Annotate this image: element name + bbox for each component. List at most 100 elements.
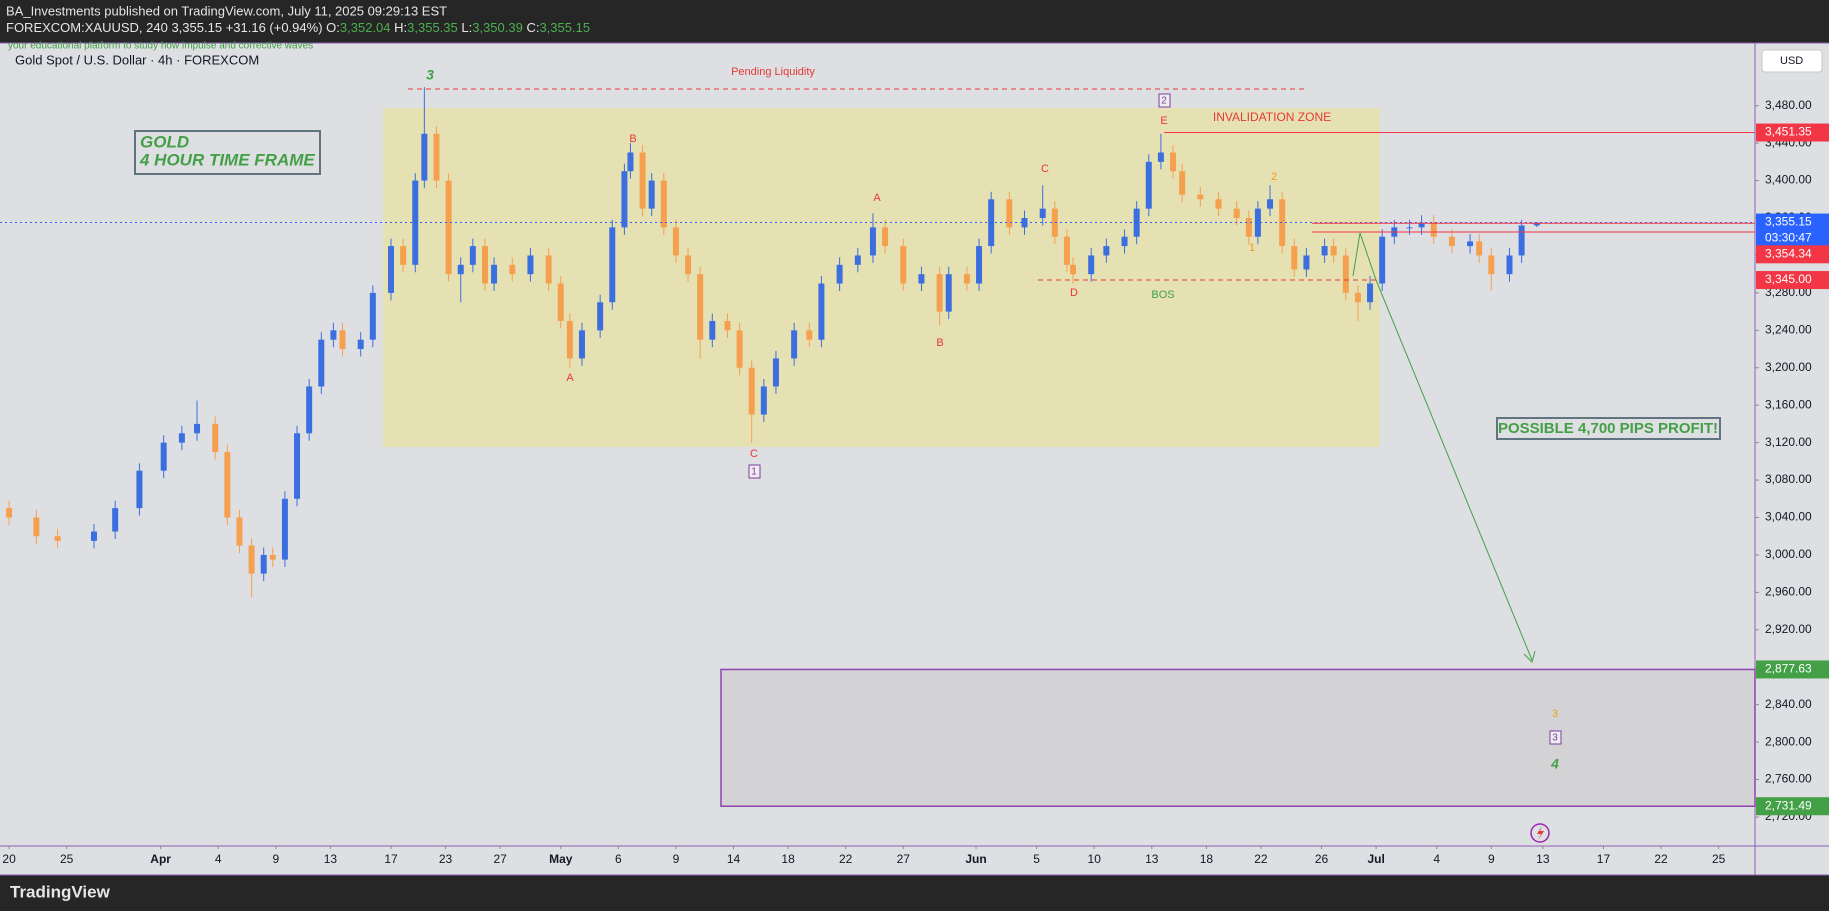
countdown: 03:30:47 bbox=[1765, 231, 1812, 245]
candle-body bbox=[1342, 255, 1349, 293]
x-tick-label: 22 bbox=[839, 852, 853, 866]
candle-body bbox=[306, 386, 313, 434]
wave-label: 2 bbox=[1161, 96, 1167, 107]
y-tick-label: 2,800.00 bbox=[1765, 734, 1812, 748]
alert-icon[interactable] bbox=[1530, 823, 1550, 843]
candle-body bbox=[1379, 236, 1386, 284]
candle-body bbox=[1051, 208, 1058, 237]
candle-body bbox=[194, 423, 201, 434]
x-tick-label: 23 bbox=[439, 852, 453, 866]
candle-body bbox=[6, 508, 13, 518]
currency-button[interactable] bbox=[1761, 49, 1823, 73]
candle-body bbox=[836, 264, 843, 284]
candle-body bbox=[697, 274, 704, 340]
candle-body bbox=[597, 302, 604, 331]
candle-body bbox=[112, 508, 119, 532]
candle-body bbox=[1039, 208, 1046, 219]
candle-body bbox=[1267, 199, 1274, 209]
x-tick-label: 18 bbox=[1200, 852, 1214, 866]
x-tick-label: 27 bbox=[493, 852, 507, 866]
brand: TradingView bbox=[10, 882, 111, 901]
candle-body bbox=[1506, 255, 1513, 275]
y-tick-label: 3,040.00 bbox=[1765, 510, 1812, 524]
candle-body bbox=[1354, 292, 1361, 303]
price-label: 3,354.34 bbox=[1765, 246, 1812, 260]
author-line: BA_Investments published on TradingView.… bbox=[6, 3, 447, 18]
candle-body bbox=[660, 180, 667, 228]
candle-body bbox=[269, 554, 276, 560]
candle-body bbox=[1279, 199, 1286, 247]
change: +31.16 (+0.94%) bbox=[226, 20, 323, 35]
candle-body bbox=[281, 498, 288, 560]
candle-body bbox=[1303, 255, 1310, 270]
price-label: 3,451.35 bbox=[1765, 125, 1812, 139]
candle-body bbox=[481, 246, 488, 284]
profit-label: POSSIBLE 4,700 PIPS PROFIT! bbox=[1498, 420, 1718, 437]
drawings: 3 Pending Liquidity 2 E INVALIDATION ZON… bbox=[134, 66, 1721, 843]
arrow-head bbox=[1523, 650, 1536, 663]
candle-body bbox=[1245, 218, 1252, 237]
candle-body bbox=[760, 386, 767, 415]
candle-body bbox=[936, 274, 943, 312]
y-tick-label: 2,840.00 bbox=[1765, 697, 1812, 711]
y-tick-label: 2,760.00 bbox=[1765, 772, 1812, 786]
wave-label: 3 bbox=[426, 67, 434, 83]
wedge bbox=[1352, 232, 1377, 281]
candle-body bbox=[318, 339, 325, 387]
price-axis: 2,720.002,760.002,800.002,840.002,880.00… bbox=[2, 98, 1829, 866]
y-tick-label: 3,200.00 bbox=[1765, 360, 1812, 374]
candle-body bbox=[648, 180, 655, 209]
candle-body bbox=[976, 246, 983, 284]
y-tick-label: 3,160.00 bbox=[1765, 397, 1812, 411]
candle-body bbox=[882, 227, 889, 247]
title-line: GOLD bbox=[140, 132, 189, 151]
wave-box bbox=[1549, 730, 1562, 745]
wave-label: 1 bbox=[1249, 242, 1255, 254]
candle-body bbox=[330, 330, 337, 340]
candle-body bbox=[369, 292, 376, 340]
candle-body bbox=[1533, 222, 1540, 226]
candle-body bbox=[54, 536, 61, 541]
wave-label: B bbox=[629, 133, 636, 145]
y-tick-label: 2,960.00 bbox=[1765, 585, 1812, 599]
candle-body bbox=[736, 330, 743, 368]
liquidity-label: Pending Liquidity bbox=[731, 66, 815, 78]
projection-arrow bbox=[1375, 279, 1533, 661]
price-label-box bbox=[1756, 213, 1829, 248]
candle-body bbox=[1518, 225, 1525, 256]
candle-body bbox=[1321, 246, 1328, 256]
x-tick-label: 13 bbox=[1536, 852, 1550, 866]
price-label-box bbox=[1756, 797, 1829, 816]
candle-body bbox=[388, 246, 395, 293]
candle-body bbox=[627, 152, 634, 172]
candle-body bbox=[339, 330, 346, 350]
x-tick-label: 27 bbox=[897, 852, 911, 866]
wave-box bbox=[748, 464, 761, 479]
candle-body bbox=[869, 227, 876, 256]
candle-body bbox=[248, 545, 255, 574]
currency[interactable]: USD bbox=[1780, 55, 1803, 67]
x-tick-label: 17 bbox=[1597, 852, 1611, 866]
candle-body bbox=[1063, 236, 1070, 265]
candle-body bbox=[1157, 152, 1164, 162]
candle-body bbox=[1103, 246, 1110, 256]
candle-body bbox=[854, 255, 861, 265]
candle-body bbox=[236, 517, 243, 546]
x-tick-label: 14 bbox=[727, 852, 741, 866]
price-label: 3,345.00 bbox=[1765, 272, 1812, 286]
y-tick-label: 3,000.00 bbox=[1765, 547, 1812, 561]
zone-label: INVALIDATION ZONE bbox=[1213, 110, 1331, 124]
wave-label: 1 bbox=[751, 467, 757, 478]
ohlc-key: L: bbox=[461, 20, 472, 35]
range-zone bbox=[383, 108, 1380, 447]
wave-label: E bbox=[1160, 115, 1167, 127]
x-tick-label: 9 bbox=[1488, 852, 1495, 866]
candle-body bbox=[818, 283, 825, 340]
candle-body bbox=[527, 255, 534, 275]
ohlc-value: 3,355.35 bbox=[407, 20, 458, 35]
price-label: 2,731.49 bbox=[1765, 798, 1812, 812]
candle-body bbox=[1145, 161, 1152, 209]
candle-body bbox=[1291, 246, 1298, 270]
candle-body bbox=[1197, 194, 1204, 200]
